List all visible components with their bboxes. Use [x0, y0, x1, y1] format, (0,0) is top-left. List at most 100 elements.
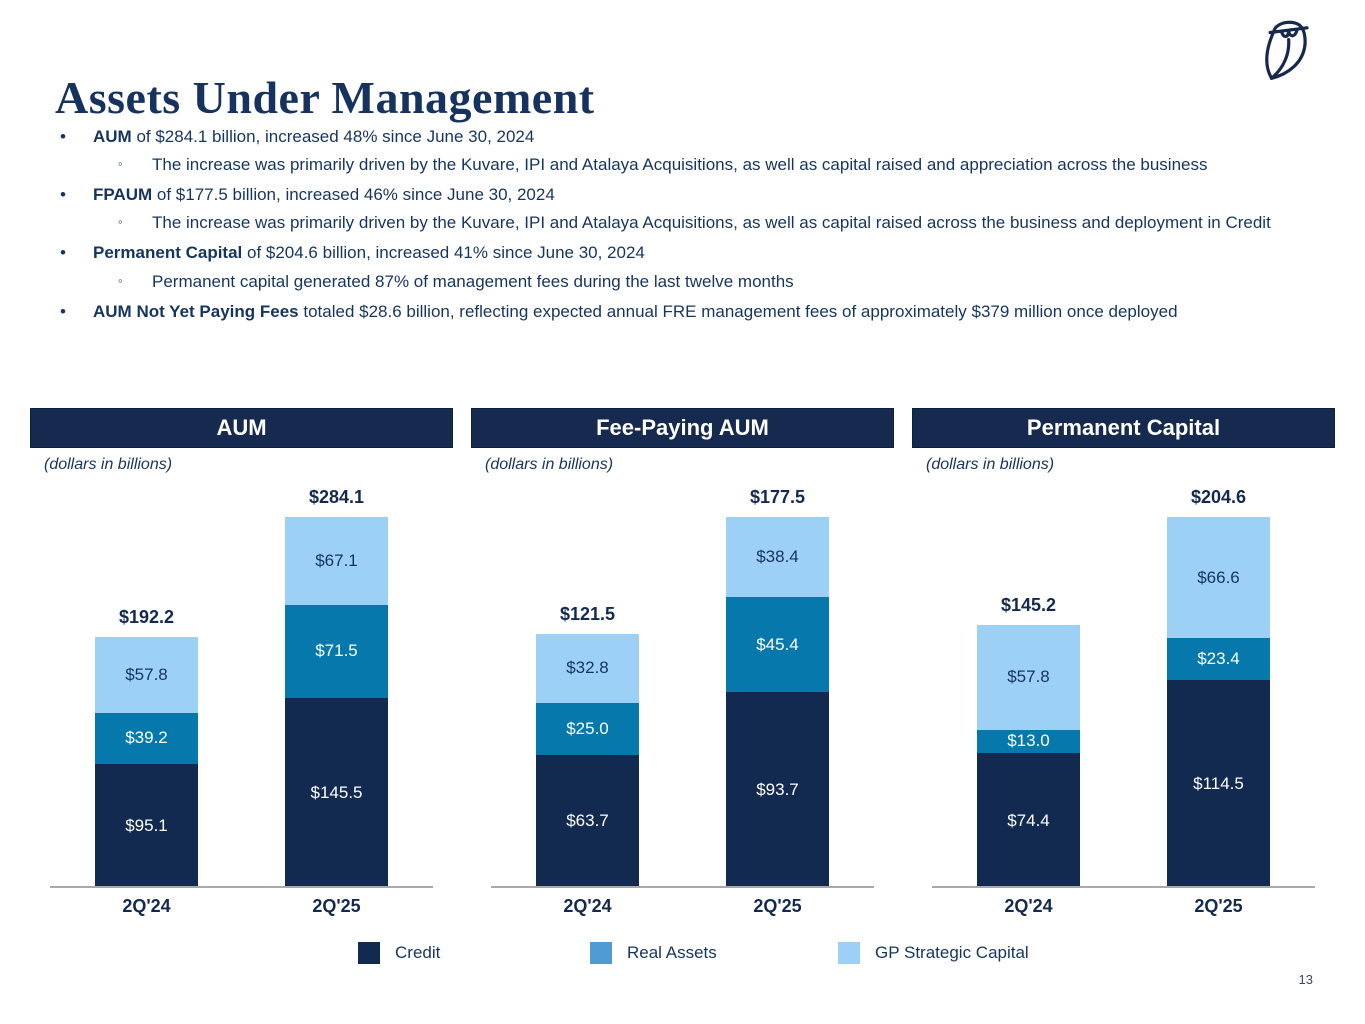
- segment-value-label: $145.5: [310, 783, 363, 802]
- bullet-bold-text: AUM: [93, 127, 132, 146]
- bar-total-label: $177.5: [749, 487, 806, 508]
- bar-segment-credit: $74.4: [977, 753, 1080, 888]
- bar-segment-real-assets: $45.4: [726, 597, 829, 693]
- x-axis-labels: 2Q'24 2Q'25: [30, 888, 453, 924]
- segment-value-label: $23.4: [1197, 649, 1240, 669]
- bar-segment-credit: $95.1: [95, 763, 198, 888]
- segment-value-label: $71.5: [315, 641, 358, 661]
- bullet-list: • AUM of $284.1 billion, increased 48% s…: [0, 118, 1330, 323]
- segment-value-label: $39.2: [125, 728, 168, 748]
- legend-item-credit: Credit: [358, 942, 440, 964]
- bar-segment-gp-strategic-capital: $67.1: [285, 517, 388, 605]
- chart-subtitle: (dollars in billions): [44, 456, 173, 473]
- bar-segment-gp-strategic-capital: $32.8: [536, 634, 639, 703]
- bullet-text: of $204.6 billion, increased 41% since J…: [242, 243, 645, 263]
- bar-column: $192.2 $57.8 $39.2 $95.1: [72, 607, 222, 888]
- stacked-bar: $66.6 $23.4 $114.5: [1167, 517, 1270, 888]
- bar-segment-credit: $145.5: [285, 698, 388, 888]
- bullet-subitem: ◦ The increase was primarily driven by t…: [0, 153, 1330, 176]
- x-axis-labels: 2Q'24 2Q'25: [912, 888, 1335, 924]
- bar-segment-gp-strategic-capital: $57.8: [95, 637, 198, 713]
- page-number: 13: [1298, 972, 1313, 987]
- segment-value-label: $74.4: [1007, 810, 1050, 830]
- x-axis-line: [932, 886, 1315, 888]
- bullet-item: • Permanent Capital of $204.6 billion, i…: [0, 241, 1330, 264]
- segment-value-label: $66.6: [1197, 567, 1240, 587]
- bar-total-label: $192.2: [118, 607, 175, 628]
- legend-item-real-assets: Real Assets: [590, 942, 717, 964]
- chart-panel-permanent-capital: Permanent Capital (dollars in billions) …: [912, 408, 1335, 924]
- stacked-bar: $38.4 $45.4 $93.7: [726, 517, 829, 888]
- credit-swatch-icon: [358, 942, 380, 964]
- x-axis-tick-label: 2Q'25: [1194, 895, 1243, 916]
- bullet-text: The increase was primarily driven by the…: [152, 213, 1271, 233]
- bar-total-label: $204.6: [1190, 487, 1247, 508]
- segment-value-label: $25.0: [566, 718, 609, 738]
- legend-item-gp-strategic-capital: GP Strategic Capital: [838, 942, 1029, 964]
- segment-value-label: $93.7: [756, 780, 799, 800]
- bullet-item: • AUM of $284.1 billion, increased 48% s…: [0, 125, 1330, 148]
- segment-value-label: $57.8: [1007, 667, 1050, 687]
- segment-value-label: $57.8: [125, 664, 168, 684]
- bar-column: $145.2 $57.8 $13.0 $74.4: [954, 595, 1104, 888]
- bar-segment-real-assets: $23.4: [1167, 638, 1270, 681]
- bullet-item: • FPAUM of $177.5 billion, increased 46%…: [0, 183, 1330, 206]
- bar-segment-real-assets: $71.5: [285, 604, 388, 698]
- bar-segment-credit: $63.7: [536, 754, 639, 888]
- bullet-marker: ◦: [118, 272, 123, 288]
- segment-value-label: $114.5: [1193, 774, 1244, 794]
- segment-value-label: $45.4: [756, 634, 799, 654]
- page-title: Assets Under Management: [55, 71, 595, 123]
- x-axis-tick-label: 2Q'24: [563, 895, 612, 916]
- bar-column: $177.5 $38.4 $45.4 $93.7: [703, 487, 853, 888]
- bullet-bold-text: AUM Not Yet Paying Fees: [93, 301, 299, 321]
- bar-column: $284.1 $67.1 $71.5 $145.5: [262, 487, 412, 888]
- bullet-text: The increase was primarily driven by the…: [152, 155, 1208, 175]
- bullet-bold-text: Permanent Capital: [93, 243, 243, 263]
- segment-value-label: $38.4: [756, 547, 799, 567]
- bullet-text: totaled $28.6 billion, reflecting expect…: [298, 301, 1178, 321]
- x-axis-line: [50, 886, 433, 888]
- chart-panel-aum: AUM (dollars in billions) $192.2 $57.8 $39…: [30, 408, 453, 924]
- stacked-bar-chart: $121.5 $32.8 $25.0 $63.7 $177.5 $38.4 $45.4 $93…: [471, 482, 894, 888]
- bar-segment-credit: $114.5: [1167, 680, 1270, 888]
- x-axis-line: [491, 886, 874, 888]
- x-axis-tick-label: 2Q'24: [1004, 895, 1053, 916]
- bar-segment-real-assets: $39.2: [95, 712, 198, 764]
- segment-value-label: $32.8: [566, 658, 609, 678]
- bullet-marker: •: [60, 301, 66, 321]
- x-axis-labels: 2Q'24 2Q'25: [471, 888, 894, 924]
- chart-subtitle: (dollars in billions): [926, 456, 1055, 473]
- segment-value-label: $63.7: [566, 811, 609, 831]
- bullet-marker: •: [60, 243, 66, 263]
- bar-segment-gp-strategic-capital: $57.8: [977, 624, 1080, 730]
- bullet-subitem: ◦ The increase was primarily driven by t…: [0, 211, 1330, 234]
- legend-label: GP Strategic Capital: [875, 943, 1029, 962]
- bar-total-label: $145.2: [1000, 594, 1057, 615]
- real-assets-swatch-icon: [590, 942, 612, 964]
- bullet-marker: •: [60, 185, 66, 205]
- x-axis-tick-label: 2Q'25: [312, 895, 361, 916]
- chart-panel-fee-paying-aum: Fee-Paying AUM (dollars in billions) $12…: [471, 408, 894, 924]
- bar-column: $121.5 $32.8 $25.0 $63.7: [513, 604, 663, 888]
- bar-total-label: $121.5: [559, 604, 616, 625]
- x-axis-tick-label: 2Q'24: [122, 895, 171, 916]
- chart-header: AUM: [30, 408, 453, 448]
- bar-column: $204.6 $66.6 $23.4 $114.5: [1144, 487, 1294, 888]
- bullet-bold-text: FPAUM: [93, 185, 153, 205]
- bar-segment-credit: $93.7: [726, 692, 829, 888]
- bullet-text: Permanent capital generated 87% of manag…: [152, 271, 794, 291]
- bullet-marker: •: [60, 127, 66, 146]
- bullet-marker: ◦: [118, 156, 123, 172]
- segment-value-label: $67.1: [315, 550, 358, 570]
- x-axis-tick-label: 2Q'25: [753, 895, 802, 916]
- legend-label: Credit: [395, 943, 441, 962]
- bullet-subitem: ◦ Permanent capital generated 87% of man…: [0, 270, 1330, 293]
- bar-segment-real-assets: $25.0: [536, 702, 639, 755]
- chart-subtitle: (dollars in billions): [485, 456, 614, 473]
- stacked-bar-chart: $192.2 $57.8 $39.2 $95.1 $284.1 $67.1 $71.5 $14…: [30, 482, 453, 888]
- chart-legend: Credit Real Assets GP Strategic Capital: [0, 942, 1365, 968]
- segment-value-label: $13.0: [1007, 731, 1050, 751]
- stacked-bar: $57.8 $39.2 $95.1: [95, 637, 198, 888]
- bar-segment-real-assets: $13.0: [977, 729, 1080, 754]
